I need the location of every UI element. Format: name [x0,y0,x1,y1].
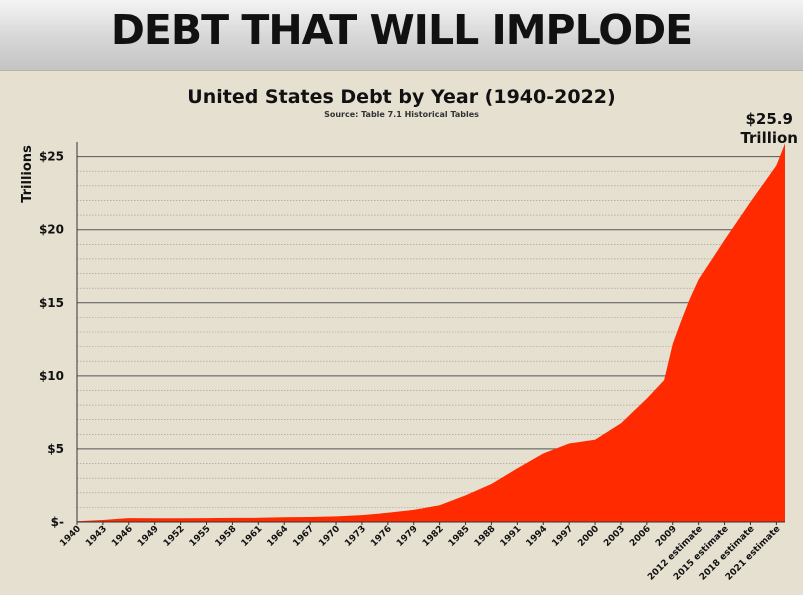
peak-annotation-value: $25.9 [745,110,793,128]
axes [76,142,785,523]
x-tick-label: 1985 [447,524,472,549]
y-axis-label: Trillions [20,145,35,203]
x-tick-label: 1946 [110,524,135,549]
banner-title: DEBT THAT WILL IMPLODE [110,6,693,54]
x-tick-label: 1970 [317,524,342,549]
x-tick-label: 2000 [576,524,601,549]
x-tick-label: 1967 [291,524,316,549]
banner: DEBT THAT WILL IMPLODE [0,0,803,71]
x-tick-label: 2006 [628,524,653,549]
x-tick-label: 1976 [369,524,394,549]
grid-lines [77,156,785,508]
x-tick-label: 1979 [395,524,420,549]
chart-source: Source: Table 7.1 Historical Tables [324,110,479,119]
x-tick-label: 1988 [473,524,498,549]
y-tick-label: $5 [47,442,64,456]
x-tick-label: 1955 [188,524,213,549]
debt-area [77,143,785,522]
x-tick-label: 1958 [214,524,239,549]
y-tick-label: $25 [39,150,64,164]
x-tick-label: 1949 [136,524,161,549]
x-axis-ticks: 1940 1943 1946 1949 1952 1955 1958 1961 1964 1967… [58,522,782,583]
peak-annotation: $25.9 Trillion [740,110,798,148]
x-tick-label: 1961 [240,524,265,549]
x-tick-label: 2003 [602,524,627,549]
x-tick-label: 1991 [499,524,524,549]
x-tick-label: 1964 [266,524,291,549]
x-tick-label: 1973 [343,524,368,549]
debt-area-path [77,143,785,522]
y-tick-label: $20 [39,223,64,237]
y-tick-label: $15 [39,296,64,310]
x-tick-label: 1943 [84,524,109,549]
y-tick-label: $10 [39,369,64,383]
peak-annotation-unit: Trillion [740,129,798,147]
x-tick-label: 1997 [550,524,575,549]
y-axis-ticks: $- $5 $10 $15 $20 $25 [39,150,64,529]
x-tick-label: 1952 [162,524,187,549]
x-tick-label: 1982 [421,524,446,549]
x-tick-label: 2009 [654,524,679,549]
chart-title: United States Debt by Year (1940-2022) [187,86,616,108]
y-tick-label: $- [51,515,64,529]
x-tick-label: 1994 [525,524,550,549]
